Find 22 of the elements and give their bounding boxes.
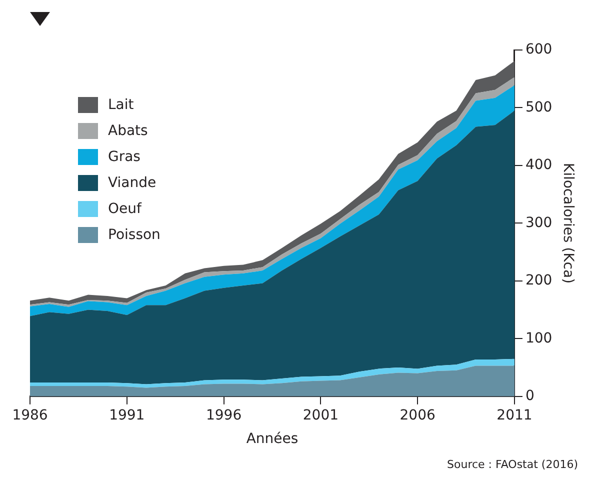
y-tick-label: 100 bbox=[525, 330, 552, 346]
x-tick-label: 2006 bbox=[400, 407, 436, 424]
legend-label: Oeuf bbox=[108, 201, 142, 217]
legend-label: Lait bbox=[108, 97, 134, 113]
y-tick-label: 400 bbox=[525, 157, 552, 174]
x-axis-title: Années bbox=[246, 431, 298, 448]
legend-label: Gras bbox=[108, 149, 140, 165]
x-tick-label: 2011 bbox=[496, 407, 532, 424]
y-tick-label: 0 bbox=[525, 388, 534, 404]
y-axis-title: Kilocalories (Kca) bbox=[560, 162, 576, 284]
y-tick-label: 500 bbox=[525, 99, 552, 116]
x-tick-label: 2001 bbox=[302, 407, 339, 424]
x-tick-label: 1986 bbox=[12, 407, 48, 424]
y-tick-label: 600 bbox=[525, 42, 552, 58]
legend-label: Poisson bbox=[108, 227, 160, 243]
source-note: Source : FAOstat (2016) bbox=[447, 458, 578, 471]
legend-label: Abats bbox=[108, 123, 148, 139]
x-tick-label: 1991 bbox=[109, 407, 145, 424]
y-tick-label: 300 bbox=[525, 214, 552, 231]
x-tick-label: 1996 bbox=[206, 407, 242, 424]
legend-label: Viande bbox=[108, 175, 156, 191]
y-tick-label: 200 bbox=[525, 272, 552, 289]
